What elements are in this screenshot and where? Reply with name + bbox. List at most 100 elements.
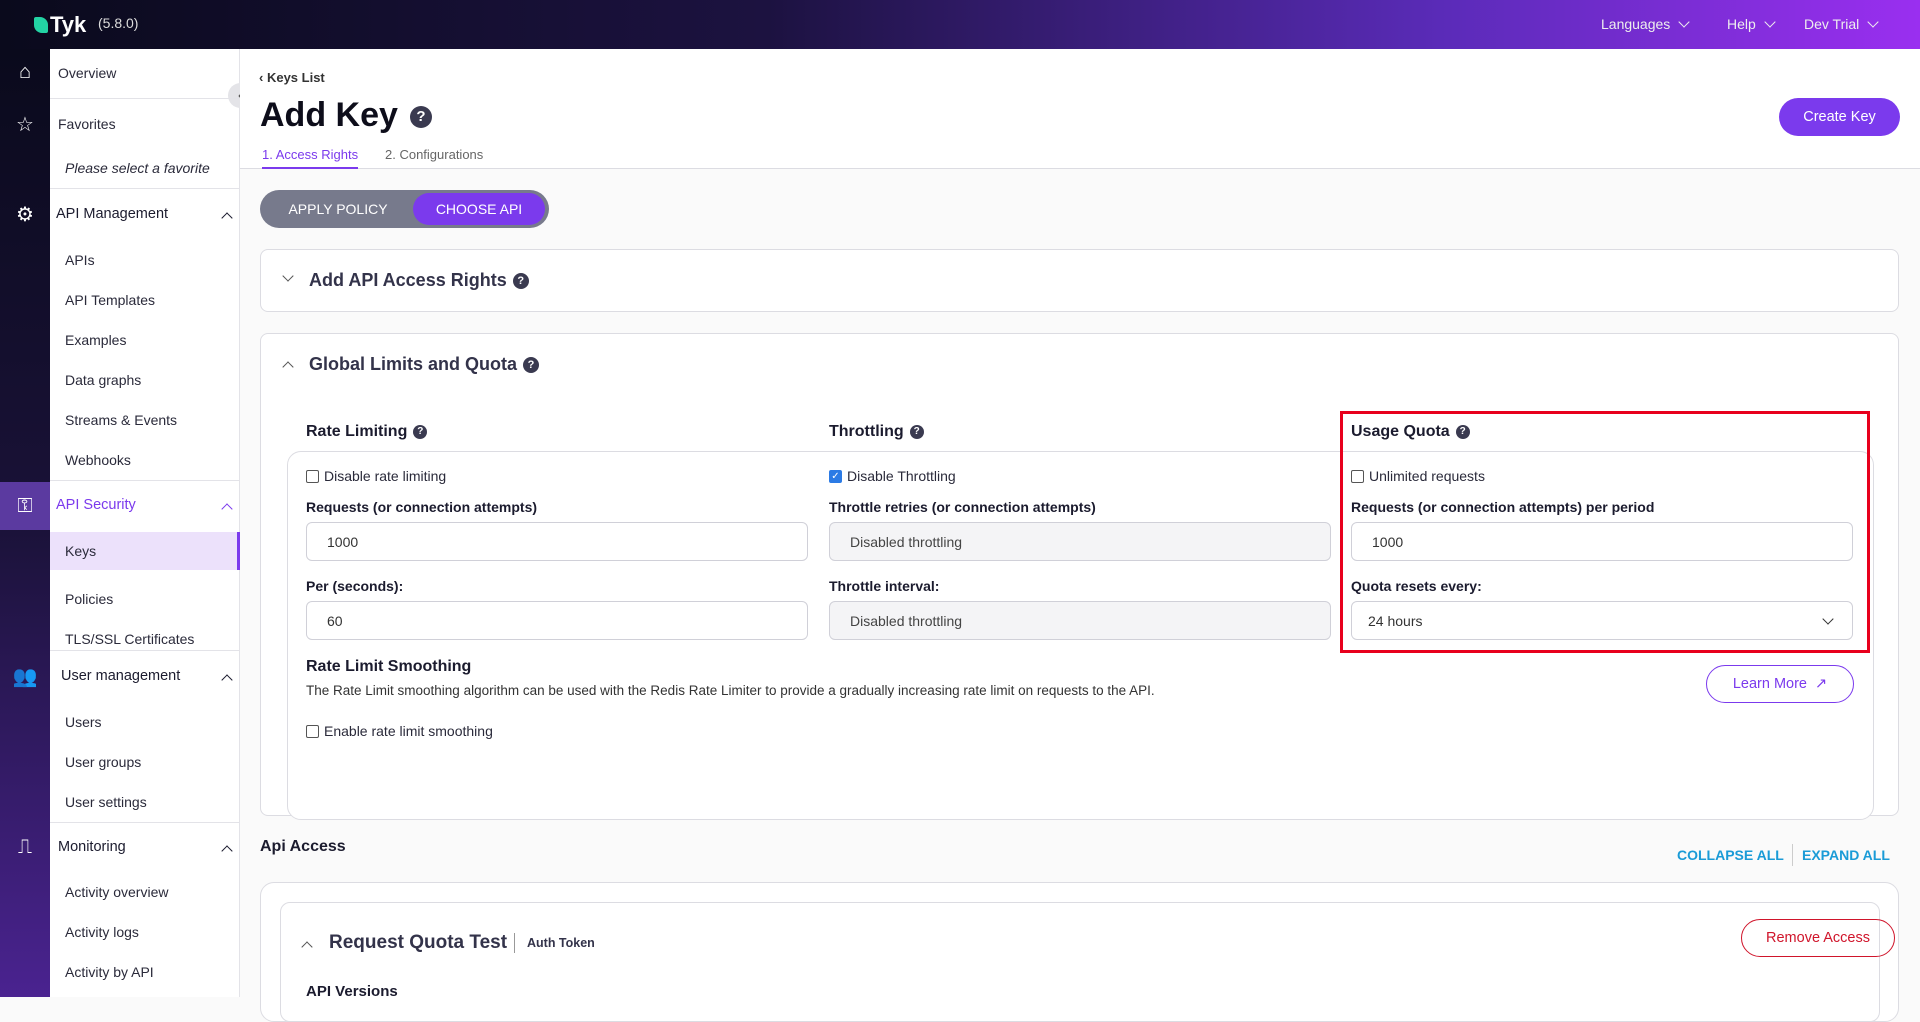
collapse-all-link[interactable]: COLLAPSE ALL [1677,847,1784,863]
key-icon[interactable]: ⚿ [0,482,50,530]
disable-rate-limiting-checkbox[interactable]: Disable rate limiting [306,468,446,484]
sidebar-section-user-management[interactable]: User management [61,668,250,686]
learn-more-button[interactable]: Learn More ↗ [1706,665,1854,703]
page-header [240,49,1920,169]
throttle-interval-input[interactable]: Disabled throttling [829,601,1331,640]
breadcrumb-keys-list[interactable]: ‹ Keys List [259,70,325,85]
sidebar-item-activity-by-api[interactable]: Activity by API [65,964,154,980]
disable-throttling-checkbox[interactable]: ✓ Disable Throttling [829,468,956,484]
section-title: API Management [56,206,169,222]
expand-all-link[interactable]: EXPAND ALL [1802,847,1890,863]
languages-menu[interactable]: Languages [1601,16,1690,32]
divider [50,188,239,189]
throttle-retries-input[interactable]: Disabled throttling [829,522,1331,561]
help-icon[interactable]: ? [409,106,432,129]
help-icon[interactable]: ? [512,273,529,290]
divider [50,98,239,99]
page-title: Add Key? [260,96,432,135]
sidebar-item-activity-overview[interactable]: Activity overview [65,884,169,900]
monitor-icon[interactable]: ⎍ [18,835,32,858]
checkbox-box[interactable] [1351,469,1364,483]
chevron-up-icon[interactable] [282,361,294,373]
throttle-interval-label: Throttle interval: [829,578,940,594]
checkbox-label: Enable rate limit smoothing [324,723,493,739]
global-limits-title-text: Global Limits and Quota [309,354,518,374]
enable-smoothing-checkbox[interactable]: Enable rate limit smoothing [306,723,493,739]
sidebar-item-apis[interactable]: APIs [65,252,95,268]
page-title-text: Add Key [260,96,398,134]
access-rights-panel[interactable]: Add API Access Rights? [260,249,1899,312]
help-icon[interactable]: ? [1455,424,1470,439]
create-key-button[interactable]: Create Key [1779,98,1900,136]
per-seconds-label: Per (seconds): [306,578,404,594]
tab-configurations[interactable]: 2. Configurations [385,147,484,162]
api-access-title: Api Access [260,838,346,855]
chevron-down-icon [1678,16,1690,28]
help-icon[interactable]: ? [909,424,924,439]
favorites-empty: Please select a favorite [65,160,210,176]
sidebar-item-favorites[interactable]: Favorites [58,116,116,132]
divider [50,480,239,481]
help-icon[interactable]: ? [523,357,540,374]
sidebar-section-api-management[interactable]: API Management [56,206,245,224]
tab-access-rights[interactable]: 1. Access Rights [262,147,359,169]
sidebar-item-data-graphs[interactable]: Data graphs [65,372,142,388]
sidebar-item-api-templates[interactable]: API Templates [65,292,156,308]
checkbox-checked-icon[interactable]: ✓ [829,469,842,483]
apply-policy-toggle[interactable]: APPLY POLICY [288,201,388,217]
chevron-down-icon [1867,16,1879,28]
rate-limiting-title-text: Rate Limiting [306,423,408,440]
requests-input[interactable]: 1000 [306,522,808,561]
sidebar-section-api-security[interactable]: API Security [56,497,245,515]
global-limits-title: Global Limits and Quota? [309,354,540,375]
sidebar: Overview ‹ Favorites Please select a fav… [50,49,253,997]
sidebar-item-examples[interactable]: Examples [65,332,127,348]
quota-requests-input[interactable]: 1000 [1351,522,1853,561]
smoothing-description: The Rate Limit smoothing algorithm can b… [306,683,1155,698]
external-link-icon: ↗ [1815,676,1828,692]
sidebar-item-webhooks[interactable]: Webhooks [65,452,131,468]
rate-limiting-title: Rate Limiting? [306,423,428,441]
keys-label: Keys [65,543,97,559]
star-icon[interactable]: ☆ [16,113,34,136]
sidebar-item-users[interactable]: Users [65,714,102,730]
usage-quota-title-text: Usage Quota [1351,423,1450,440]
quota-resets-label: Quota resets every: [1351,578,1482,594]
breadcrumb-label: Keys List [266,70,325,85]
auth-type: Auth Token [527,936,595,950]
home-icon[interactable]: ⌂ [18,60,32,83]
checkbox-box[interactable] [306,469,319,483]
sidebar-item-activity-logs[interactable]: Activity logs [65,924,139,940]
checkbox-label: Disable Throttling [847,468,956,484]
per-seconds-input[interactable]: 60 [306,601,808,640]
help-icon[interactable]: ? [413,424,428,439]
sidebar-item-keys[interactable]: Keys [50,532,240,570]
sidebar-item-user-groups[interactable]: User groups [65,754,142,770]
sidebar-section-monitoring[interactable]: Monitoring [58,839,247,857]
help-menu[interactable]: Help [1727,16,1776,32]
sidebar-item-overview[interactable]: Overview [58,65,117,81]
tyk-logo[interactable]: Tyk [34,12,86,38]
main-content: ‹ Keys List Add Key? Create Key 1. Acces… [240,49,1920,1022]
sidebar-item-streams-events[interactable]: Streams & Events [65,412,178,428]
chevron-down-icon [1764,16,1776,28]
sidebar-item-policies[interactable]: Policies [65,591,114,607]
sidebar-item-tls-certificates[interactable]: TLS/SSL Certificates [65,631,195,647]
divider [50,822,239,823]
choose-api-toggle[interactable]: CHOOSE API [413,193,545,225]
divider [50,650,239,651]
icon-rail: ⌂ ☆ ⚙ ⚿ 👥 ⎍ [0,49,50,997]
api-item-card: Request Quota Test Auth Token Remove Acc… [280,902,1895,1022]
users-icon[interactable]: 👥 [12,665,38,688]
api-gear-icon[interactable]: ⚙ [16,203,34,226]
chevron-up-icon[interactable] [301,941,313,953]
unlimited-requests-checkbox[interactable]: Unlimited requests [1351,468,1485,484]
remove-access-button[interactable]: Remove Access [1741,919,1895,957]
checkbox-label: Unlimited requests [1369,468,1485,484]
sidebar-item-user-settings[interactable]: User settings [65,794,147,810]
checkbox-box[interactable] [306,724,319,738]
quota-resets-select[interactable]: 24 hours [1351,601,1853,640]
brand-name: Tyk [50,12,87,37]
account-menu[interactable]: Dev Trial [1804,16,1879,32]
checkbox-label: Disable rate limiting [324,468,447,484]
